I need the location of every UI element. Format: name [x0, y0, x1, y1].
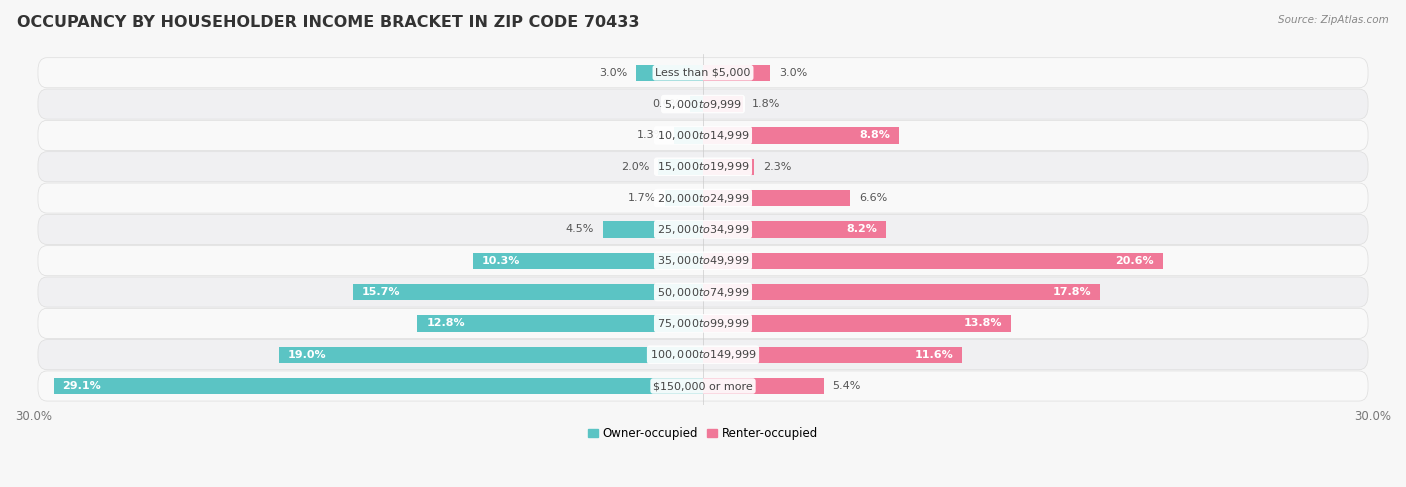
FancyBboxPatch shape: [38, 120, 1368, 150]
Text: $25,000 to $34,999: $25,000 to $34,999: [657, 223, 749, 236]
Bar: [278, 347, 703, 363]
Bar: [703, 253, 1163, 269]
Text: $100,000 to $149,999: $100,000 to $149,999: [650, 348, 756, 361]
Text: OCCUPANCY BY HOUSEHOLDER INCOME BRACKET IN ZIP CODE 70433: OCCUPANCY BY HOUSEHOLDER INCOME BRACKET …: [17, 15, 640, 30]
Bar: [636, 65, 703, 81]
FancyBboxPatch shape: [38, 89, 1368, 119]
Text: 2.0%: 2.0%: [621, 162, 650, 172]
Text: $5,000 to $9,999: $5,000 to $9,999: [664, 97, 742, 111]
Text: 5.4%: 5.4%: [832, 381, 860, 391]
FancyBboxPatch shape: [38, 371, 1368, 401]
Text: $150,000 or more: $150,000 or more: [654, 381, 752, 391]
Bar: [53, 378, 703, 394]
Text: 11.6%: 11.6%: [914, 350, 953, 360]
Text: $20,000 to $24,999: $20,000 to $24,999: [657, 191, 749, 205]
Bar: [703, 221, 886, 238]
Bar: [353, 284, 703, 300]
Bar: [418, 315, 703, 332]
Bar: [703, 190, 851, 206]
Text: 17.8%: 17.8%: [1053, 287, 1091, 297]
FancyBboxPatch shape: [38, 214, 1368, 244]
Text: $35,000 to $49,999: $35,000 to $49,999: [657, 254, 749, 267]
Bar: [703, 347, 962, 363]
Text: 3.0%: 3.0%: [779, 68, 807, 78]
Bar: [703, 315, 1011, 332]
Legend: Owner-occupied, Renter-occupied: Owner-occupied, Renter-occupied: [583, 422, 823, 445]
Bar: [474, 253, 703, 269]
Text: 1.8%: 1.8%: [752, 99, 780, 109]
Text: 4.5%: 4.5%: [565, 225, 593, 234]
Text: 0.6%: 0.6%: [652, 99, 681, 109]
Text: $75,000 to $99,999: $75,000 to $99,999: [657, 317, 749, 330]
Text: 3.0%: 3.0%: [599, 68, 627, 78]
Bar: [658, 159, 703, 175]
Text: 29.1%: 29.1%: [62, 381, 101, 391]
Bar: [703, 378, 824, 394]
Bar: [703, 127, 900, 144]
FancyBboxPatch shape: [38, 183, 1368, 213]
Text: 13.8%: 13.8%: [963, 318, 1002, 328]
Text: 6.6%: 6.6%: [859, 193, 887, 203]
Bar: [703, 65, 770, 81]
Text: 19.0%: 19.0%: [288, 350, 326, 360]
FancyBboxPatch shape: [38, 339, 1368, 370]
FancyBboxPatch shape: [38, 245, 1368, 276]
Text: 20.6%: 20.6%: [1115, 256, 1154, 266]
Text: Source: ZipAtlas.com: Source: ZipAtlas.com: [1278, 15, 1389, 25]
Bar: [603, 221, 703, 238]
Text: 2.3%: 2.3%: [763, 162, 792, 172]
FancyBboxPatch shape: [38, 151, 1368, 182]
Bar: [673, 127, 703, 144]
Text: 10.3%: 10.3%: [482, 256, 520, 266]
FancyBboxPatch shape: [38, 308, 1368, 338]
Text: 12.8%: 12.8%: [426, 318, 465, 328]
Bar: [665, 190, 703, 206]
Text: 8.2%: 8.2%: [846, 225, 877, 234]
Bar: [703, 159, 755, 175]
Text: 1.7%: 1.7%: [627, 193, 657, 203]
Bar: [703, 284, 1101, 300]
Bar: [703, 96, 744, 112]
Text: $15,000 to $19,999: $15,000 to $19,999: [657, 160, 749, 173]
FancyBboxPatch shape: [38, 58, 1368, 88]
FancyBboxPatch shape: [38, 277, 1368, 307]
Text: $50,000 to $74,999: $50,000 to $74,999: [657, 285, 749, 299]
Bar: [689, 96, 703, 112]
Text: $10,000 to $14,999: $10,000 to $14,999: [657, 129, 749, 142]
Text: Less than $5,000: Less than $5,000: [655, 68, 751, 78]
Text: 1.3%: 1.3%: [637, 131, 665, 140]
Text: 8.8%: 8.8%: [859, 131, 890, 140]
Text: 15.7%: 15.7%: [361, 287, 401, 297]
